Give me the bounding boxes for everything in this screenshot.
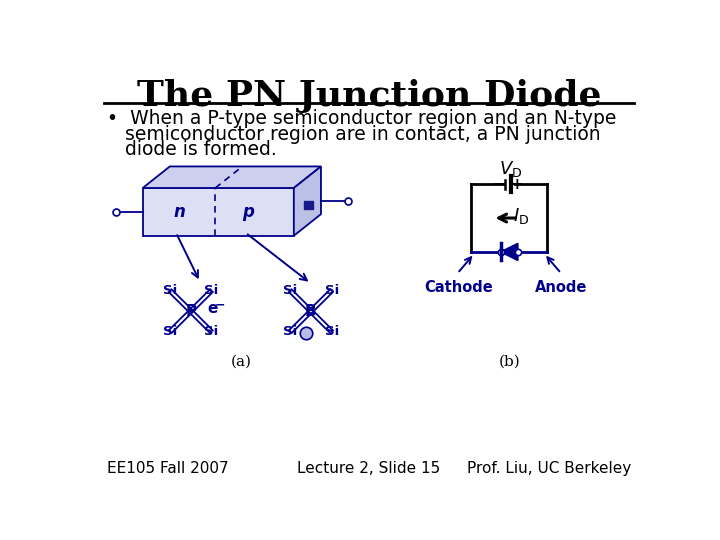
Text: Si: Si [325, 326, 339, 339]
Text: P: P [185, 303, 197, 319]
Text: B: B [305, 303, 317, 319]
Polygon shape [294, 166, 321, 236]
Text: Si: Si [283, 326, 297, 339]
Text: Si: Si [204, 284, 219, 297]
Text: $V_{\rm D}$: $V_{\rm D}$ [499, 159, 523, 179]
Text: diode is formed.: diode is formed. [107, 140, 276, 159]
Text: $I_{\rm D}$: $I_{\rm D}$ [513, 206, 529, 226]
Text: Si: Si [163, 284, 177, 297]
Text: (a): (a) [230, 354, 251, 368]
Bar [305, 200, 313, 209]
Text: e: e [208, 301, 218, 316]
Text: n: n [173, 203, 185, 221]
Text: semiconductor region are in contact, a PN junction: semiconductor region are in contact, a P… [107, 125, 600, 144]
Text: EE105 Fall 2007: EE105 Fall 2007 [107, 461, 229, 476]
Text: Anode: Anode [535, 280, 588, 295]
Text: Cathode: Cathode [425, 280, 493, 295]
Text: Prof. Liu, UC Berkeley: Prof. Liu, UC Berkeley [467, 461, 631, 476]
Text: •  When a P-type semiconductor region and an N-type: • When a P-type semiconductor region and… [107, 110, 616, 129]
Polygon shape [143, 188, 294, 236]
Text: +: + [510, 177, 523, 192]
Text: −: − [492, 177, 505, 192]
Text: Si: Si [283, 284, 297, 297]
Text: Lecture 2, Slide 15: Lecture 2, Slide 15 [297, 461, 441, 476]
Polygon shape [500, 244, 518, 260]
Text: Si: Si [204, 326, 219, 339]
Polygon shape [143, 166, 321, 188]
Text: p: p [243, 203, 254, 221]
Text: Si: Si [325, 284, 339, 297]
Text: The PN Junction Diode: The PN Junction Diode [137, 79, 601, 113]
Text: −: − [215, 299, 225, 312]
Text: Si: Si [163, 326, 177, 339]
Text: (b): (b) [498, 354, 520, 368]
